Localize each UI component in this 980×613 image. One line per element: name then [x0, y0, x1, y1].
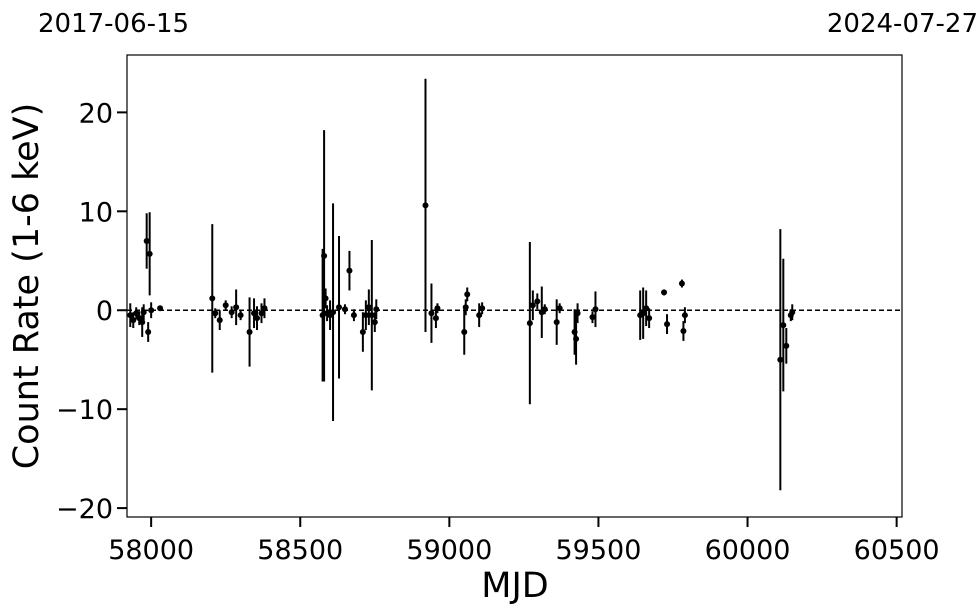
data-point	[371, 319, 378, 326]
data-point	[553, 319, 560, 326]
data-point	[228, 309, 235, 316]
data-point	[237, 312, 244, 319]
data-point	[261, 305, 268, 312]
x-tick-label: 58000	[108, 535, 194, 566]
data-point	[432, 315, 439, 322]
x-tick-label: 60000	[705, 535, 791, 566]
data-point	[789, 309, 796, 316]
data-point	[643, 305, 650, 312]
data-point	[258, 310, 265, 317]
data-point	[573, 335, 580, 342]
plot-frame	[126, 54, 903, 518]
data-point	[368, 312, 375, 319]
data-point	[148, 307, 155, 314]
data-point	[664, 321, 671, 328]
data-point	[462, 304, 469, 311]
data-point	[476, 312, 483, 319]
data-point	[157, 305, 164, 312]
y-tick-label: −20	[56, 494, 113, 525]
data-point	[127, 312, 134, 319]
data-point	[254, 315, 261, 322]
data-point	[246, 329, 253, 336]
data-point	[556, 305, 563, 312]
data-point	[346, 267, 353, 274]
data-point	[777, 356, 784, 363]
date-annotation: 2024-07-27	[827, 9, 978, 39]
x-tick-label: 58500	[257, 535, 343, 566]
data-point	[589, 314, 596, 321]
data-point	[680, 328, 687, 335]
data-point	[130, 317, 137, 324]
data-point	[678, 280, 685, 287]
data-point	[350, 312, 357, 319]
data-point	[359, 329, 366, 336]
data-point	[464, 291, 471, 298]
data-point	[422, 202, 429, 209]
data-point	[574, 310, 581, 317]
y-tick-label: 0	[96, 296, 113, 327]
data-point	[780, 322, 787, 329]
y-axis-label: Count Rate (1-6 keV)	[7, 103, 47, 470]
data-point	[341, 306, 348, 313]
data-point	[428, 310, 435, 317]
data-point	[592, 306, 599, 313]
data-point	[640, 310, 647, 317]
x-tick-label: 59000	[406, 535, 492, 566]
data-point	[434, 305, 441, 312]
data-point	[251, 310, 258, 317]
data-point	[212, 310, 219, 317]
data-point	[222, 302, 229, 309]
y-tick-label: 20	[79, 98, 113, 129]
x-axis-label: MJD	[481, 566, 548, 606]
data-point	[529, 302, 536, 309]
data-point	[479, 305, 486, 312]
y-tick-label: 10	[79, 197, 113, 228]
data-point	[661, 289, 668, 296]
data-point	[321, 252, 328, 259]
x-tick-label: 60500	[854, 535, 940, 566]
data-point	[133, 310, 140, 317]
data-point	[322, 295, 329, 302]
y-tick-label: −10	[56, 395, 113, 426]
data-point	[783, 342, 790, 349]
data-point	[534, 298, 541, 305]
data-point	[526, 320, 533, 327]
data-point	[146, 250, 153, 257]
data-point	[681, 312, 688, 319]
data-point	[365, 304, 372, 311]
data-point	[373, 306, 380, 313]
date-annotation: 2017-06-15	[38, 9, 189, 39]
data-point	[330, 309, 337, 316]
data-point	[233, 304, 240, 311]
data-point	[140, 309, 147, 316]
data-point	[336, 304, 343, 311]
data-point	[145, 329, 152, 336]
data-point	[143, 237, 150, 244]
data-point	[646, 315, 653, 322]
data-point	[209, 295, 216, 302]
data-point	[541, 306, 548, 313]
data-point	[362, 312, 369, 319]
data-point	[461, 329, 468, 336]
x-tick-label: 59500	[555, 535, 641, 566]
data-point	[139, 319, 146, 326]
data-point	[216, 317, 223, 324]
